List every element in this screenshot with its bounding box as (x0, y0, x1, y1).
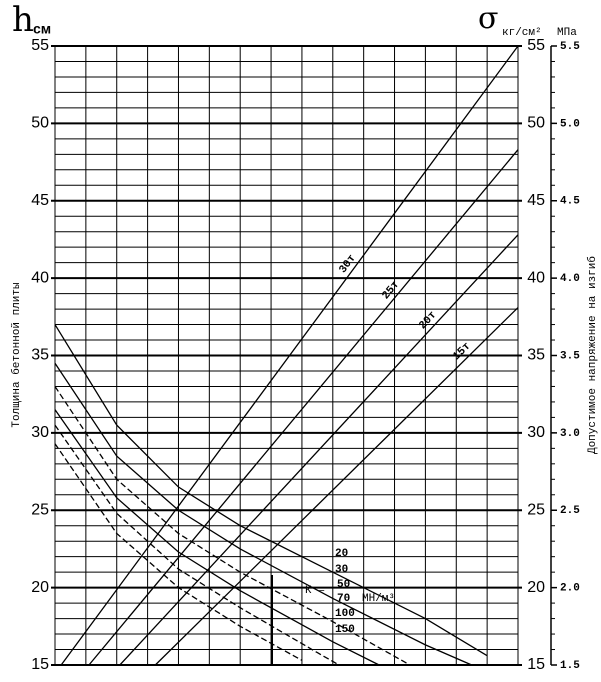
y-tick-label: 40 (31, 269, 49, 286)
series-label: 70 (337, 593, 350, 605)
series-label: 30 (335, 564, 348, 576)
series-label: 150 (335, 624, 355, 636)
y-label: Толщина бетонной плиты (10, 282, 23, 428)
series-line (54, 386, 411, 666)
y-symbol: h (12, 0, 34, 40)
y3-tick-label: 5.5 (560, 41, 580, 53)
y-tick-label: 50 (31, 115, 49, 132)
series-line (154, 307, 519, 666)
y2-tick-label: 55 (527, 37, 545, 54)
series-line (88, 149, 519, 666)
series-line (54, 409, 380, 666)
series-label: 20т (417, 309, 439, 332)
y3-tick-label: 3.5 (560, 350, 580, 362)
series-label: 20 (335, 548, 348, 560)
y2-tick-label: 40 (527, 269, 545, 286)
y2-tick-label: 30 (527, 424, 545, 441)
y2-tick-label: 20 (527, 579, 545, 596)
series-label: 50 (337, 579, 350, 591)
y2-label: Допустимое напряжение на изгиб (586, 256, 599, 454)
y2-symbol: σ (478, 1, 498, 36)
y-tick-label: 35 (31, 347, 49, 364)
y2-tick-label: 50 (527, 115, 545, 132)
series-line (119, 234, 519, 666)
y2-tick-label: 25 (527, 501, 545, 518)
series-line (54, 362, 472, 666)
y3-tick-label: 4.0 (560, 273, 580, 285)
y-tick-label: 55 (31, 37, 49, 54)
y2-tick-label: 15 (527, 656, 545, 673)
y2-tick-label: 45 (527, 192, 545, 209)
y-tick-label: 30 (31, 424, 49, 441)
y3-tick-label: 4.5 (560, 196, 580, 208)
y-tick-label: 15 (31, 656, 49, 673)
series-label: 15т (451, 341, 474, 363)
series-line (54, 443, 303, 661)
k-unit: МН/м³ (362, 593, 395, 605)
y2-tick-label: 35 (527, 347, 545, 364)
y-tick-label: 25 (31, 501, 49, 518)
y3-tick-label: 2.5 (560, 505, 580, 517)
y-tick-label: 45 (31, 192, 49, 209)
y-tick-label: 20 (31, 579, 49, 596)
series-line (60, 45, 519, 666)
y-unit: см (33, 21, 51, 37)
y3-unit: МПа (557, 27, 577, 39)
series-line (54, 324, 488, 657)
y2-unit: кг/см² (502, 27, 542, 39)
series-label: 25т (380, 279, 402, 302)
y3-tick-label: 1.5 (560, 660, 580, 672)
y3-tick-label: 5.0 (560, 118, 580, 130)
series-label: 30т (337, 253, 358, 276)
y3-tick-label: 3.0 (560, 428, 580, 440)
series-line (54, 424, 340, 666)
series-label: 100 (335, 608, 355, 620)
y3-tick-label: 2.0 (560, 583, 580, 595)
